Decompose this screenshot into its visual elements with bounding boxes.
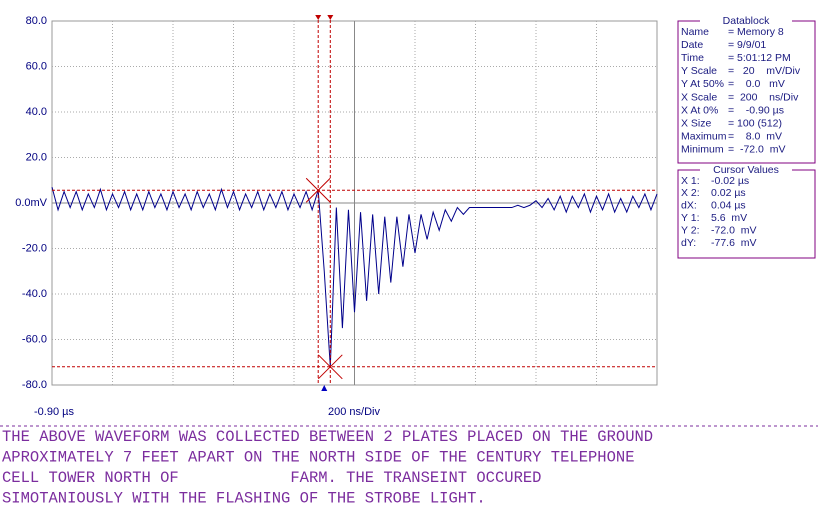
- row-value: = -72.0 mV: [728, 144, 785, 156]
- cursor-handle: [327, 15, 334, 20]
- cursor-cross: [317, 354, 343, 380]
- row-label: dY:: [681, 237, 696, 249]
- y-tick-label: 80.0: [26, 15, 47, 27]
- row-label: Y At 50%: [681, 78, 724, 90]
- row-label: Name: [681, 26, 709, 38]
- y-tick-label: 20.0: [26, 151, 47, 163]
- row-value: = 8.0 mV: [728, 131, 782, 143]
- y-tick-label: -40.0: [22, 288, 47, 300]
- cursor-cross: [305, 177, 331, 203]
- row-label: Date: [681, 39, 703, 51]
- row-label: Maximum: [681, 131, 727, 143]
- panel-title-bg: [700, 164, 792, 176]
- row-value: = 0.0 mV: [728, 78, 785, 90]
- row-label: X 2:: [681, 187, 700, 199]
- row-label: X 1:: [681, 175, 700, 187]
- caption-line: SIMOTANIOUSLY WITH THE FLASHING OF THE S…: [2, 490, 486, 508]
- row-value: -72.0 mV: [711, 224, 757, 236]
- row-label: Minimum: [681, 144, 724, 156]
- row-value: -0.02 µs: [711, 175, 749, 187]
- y-tick-label: -60.0: [22, 333, 47, 345]
- row-value: 5.6 mV: [711, 212, 747, 224]
- row-value: = 20 mV/Div: [728, 65, 801, 77]
- row-label: X Scale: [681, 91, 717, 103]
- row-label: Y 2:: [681, 224, 700, 236]
- caption-line: CELL TOWER NORTH OF FARM. THE TRANSEINT …: [2, 469, 542, 487]
- row-label: Y 1:: [681, 212, 700, 224]
- caption-line: THE ABOVE WAVEFORM WAS COLLECTED BETWEEN…: [2, 428, 653, 446]
- row-label: Y Scale: [681, 65, 717, 77]
- panel-title: Cursor Values: [713, 164, 779, 176]
- y-tick-label: 60.0: [26, 60, 47, 72]
- cursor-handle: [315, 15, 322, 20]
- row-value: 0.04 µs: [711, 200, 746, 212]
- row-label: X Size: [681, 117, 712, 129]
- row-value: -77.6 mV: [711, 237, 757, 249]
- row-value: = -0.90 µs: [728, 104, 784, 116]
- panel-title: Datablock: [723, 15, 770, 27]
- row-label: X At 0%: [681, 104, 718, 116]
- y-tick-label: 40.0: [26, 106, 47, 118]
- y-tick-label: -20.0: [22, 242, 47, 254]
- row-value: = 9/9/01: [728, 39, 766, 51]
- y-tick-label: -80.0: [22, 379, 47, 391]
- row-label: dX:: [681, 200, 697, 212]
- panel-title-bg: [700, 15, 792, 27]
- trigger-marker: [321, 385, 328, 391]
- x-scale-label: 200 ns/Div: [328, 406, 380, 418]
- y-tick-label: 0.0mV: [15, 197, 47, 209]
- row-value: = 200 ns/Div: [728, 91, 799, 103]
- row-label: Time: [681, 52, 704, 64]
- row-value: 0.02 µs: [711, 187, 746, 199]
- row-value: = 100 (512): [728, 117, 782, 129]
- row-value: = 5:01:12 PM: [728, 52, 791, 64]
- row-value: = Memory 8: [728, 26, 784, 38]
- caption-line: APROXIMATELY 7 FEET APART ON THE NORTH S…: [2, 449, 635, 467]
- waveform: [51, 186, 658, 367]
- x-start-label: -0.90 µs: [34, 406, 74, 418]
